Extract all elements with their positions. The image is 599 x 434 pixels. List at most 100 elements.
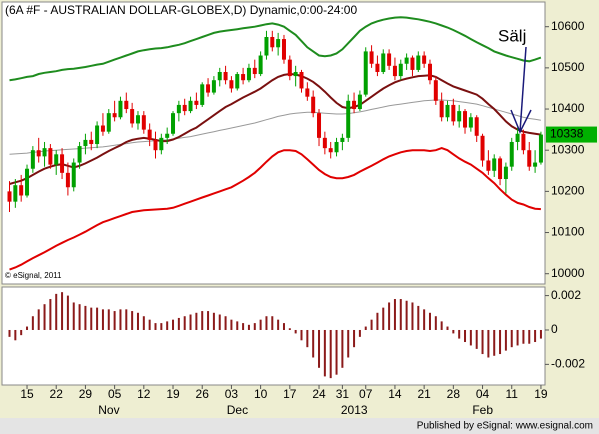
candle-body	[165, 133, 170, 138]
candle-body	[194, 100, 199, 105]
oscillator-bar	[125, 309, 128, 330]
candle-body	[54, 154, 59, 165]
x-tick-label: 26	[196, 387, 210, 401]
oscillator-bar	[271, 316, 274, 330]
oscillator-bar	[195, 312, 198, 330]
oscillator-bar	[481, 329, 484, 355]
candle-body	[135, 115, 140, 124]
candle-body	[410, 57, 415, 70]
candle-body	[83, 139, 88, 147]
candle-body	[124, 100, 129, 110]
x-tick-label: 24	[312, 387, 326, 401]
candle-body	[71, 162, 76, 188]
candle-body	[474, 117, 479, 136]
candle-body	[217, 71, 222, 81]
candle-body	[60, 154, 65, 173]
candle-body	[381, 53, 386, 72]
x-tick-label: 31	[336, 387, 350, 401]
oscillator-bar	[37, 309, 40, 330]
candle-body	[451, 104, 456, 122]
oscillator-bar	[446, 326, 449, 330]
candle-body	[30, 150, 35, 169]
annotation-arrow	[510, 46, 532, 134]
candle-body	[287, 59, 292, 77]
chart-title: (6A #F - AUSTRALIAN DOLLAR-GLOBEX,D) Dyn…	[5, 3, 357, 17]
candle-body	[48, 148, 53, 165]
oscillator-bar	[26, 326, 29, 330]
y-tick-label: 10400	[551, 101, 585, 115]
candle-body	[322, 137, 327, 149]
oscillator-bar	[107, 309, 110, 330]
x-tick-label: 05	[108, 387, 122, 401]
oscillator-bar	[464, 329, 467, 343]
candle-body	[25, 168, 30, 196]
candle-body	[422, 55, 427, 64]
candle-body	[270, 36, 275, 48]
x-tick-label: 21	[417, 387, 431, 401]
oscillator-bar	[399, 299, 402, 330]
oscillator-bar	[428, 312, 431, 330]
footer-text: Published by eSignal: www.esignal.com	[417, 421, 593, 432]
indicator-line	[9, 99, 541, 155]
oscillator-bar	[101, 309, 104, 330]
candle-body	[188, 100, 193, 112]
candle-body	[65, 172, 70, 188]
oscillator-bar	[72, 302, 75, 330]
oscillator-bar	[277, 319, 280, 330]
oscillator-bar	[440, 321, 443, 330]
candle-body	[457, 111, 462, 122]
candle-body	[515, 133, 520, 142]
last-price-label: 10338	[550, 127, 584, 141]
candle-body	[223, 71, 228, 81]
x-tick-label: 15	[20, 387, 34, 401]
candle-body	[171, 113, 176, 134]
x-tick-label: 14	[388, 387, 402, 401]
oscillator-bar	[306, 329, 309, 348]
oscillator-bar	[288, 328, 291, 330]
candle-body	[392, 65, 397, 77]
indicator-line	[9, 147, 541, 271]
candle-body	[533, 162, 538, 167]
oscillator-bar	[148, 319, 151, 330]
x-tick-label: 22	[50, 387, 64, 401]
oscillator-bar	[259, 319, 262, 330]
oscillator-bar	[90, 307, 93, 330]
candle-body	[334, 141, 339, 153]
candle-body	[503, 166, 508, 180]
candle-body	[404, 57, 409, 64]
oscillator-bar	[329, 329, 332, 379]
oscillator-bar	[458, 329, 461, 339]
oscillator-bar	[539, 329, 542, 339]
candle-body	[206, 84, 211, 93]
oscillator-bar	[142, 316, 145, 330]
oscillator-bar	[388, 302, 391, 330]
candle-body	[276, 39, 281, 48]
candle-body	[328, 148, 333, 153]
last-price-box	[546, 126, 597, 143]
candle-body	[130, 109, 135, 124]
oscillator-bar	[411, 302, 414, 330]
oscillator-bar	[119, 309, 122, 330]
oscillator-bar	[242, 323, 245, 330]
oscillator-bar	[475, 329, 478, 349]
oscillator-bar	[166, 321, 169, 330]
oscillator-bar	[423, 309, 426, 330]
candle-body	[317, 113, 322, 138]
candle-body	[100, 125, 105, 132]
oscillator-bar	[8, 329, 11, 337]
candle-body	[281, 39, 286, 60]
candle-body	[492, 158, 497, 171]
candle-body	[398, 63, 403, 77]
x-tick-label: 19	[166, 387, 180, 401]
candle-body	[521, 133, 526, 151]
candle-body	[363, 51, 368, 95]
oscillator-bar	[323, 329, 326, 377]
plot-layer: 10000 10100 10200 10300 10400 10500 10600 -0.00…	[7, 16, 597, 417]
oscillator-bar	[300, 329, 303, 341]
oscillator-bar	[189, 314, 192, 330]
oscillator-bar	[136, 312, 139, 330]
oscillator-bar	[434, 316, 437, 330]
oscillator-bar	[247, 324, 250, 330]
oscillator-bar	[516, 329, 519, 346]
